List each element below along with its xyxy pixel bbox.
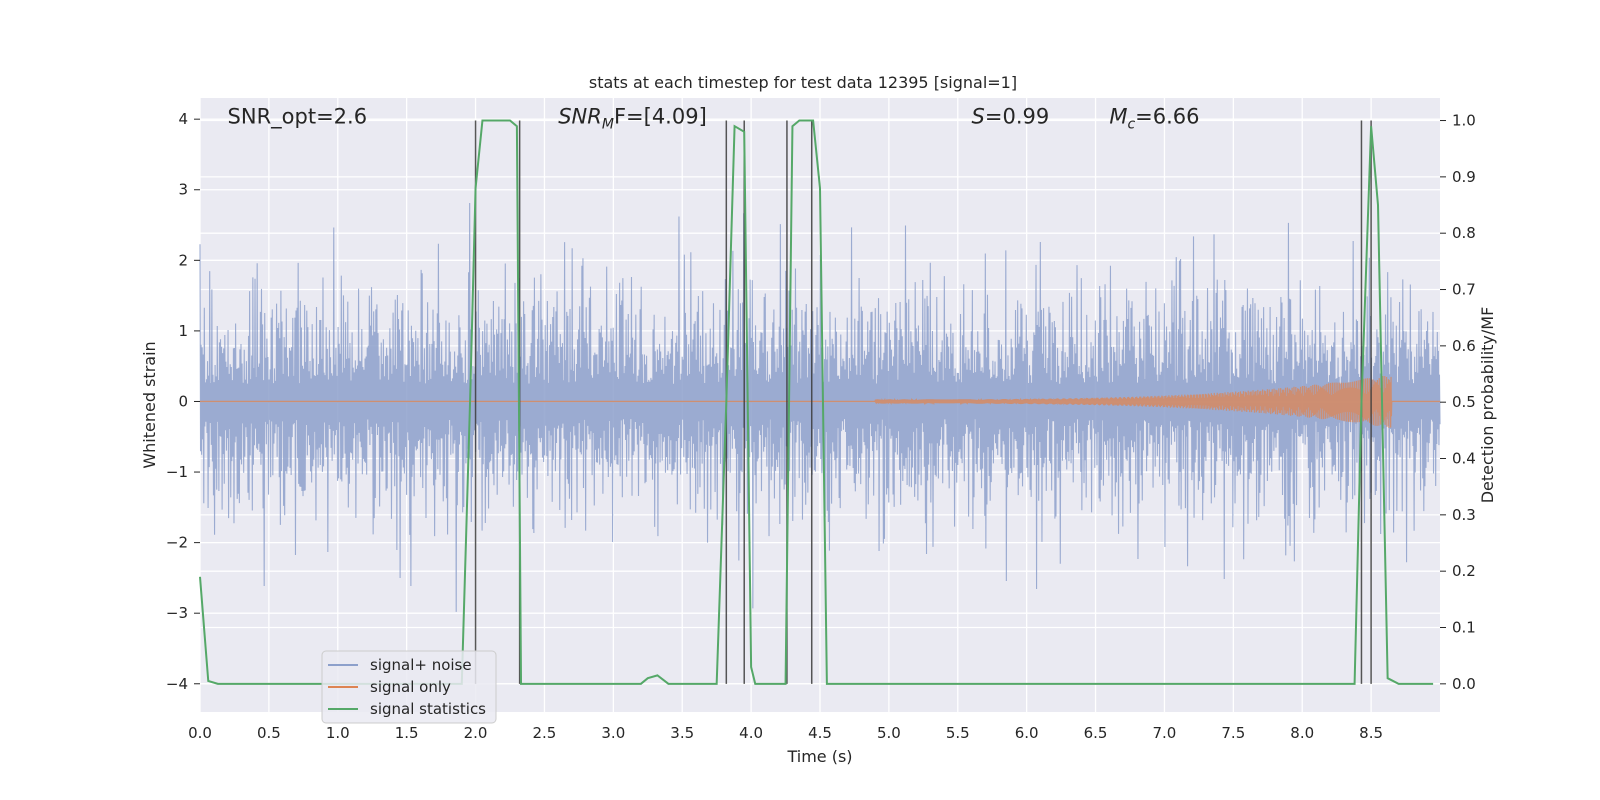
signal-only-line	[874, 375, 1393, 428]
y-left-tick-label: −1	[166, 463, 188, 481]
y-right-tick-label: 0.7	[1452, 281, 1476, 299]
legend: signal+ noise signal only signal statistic…	[321, 650, 497, 724]
signal-only-series	[200, 375, 1440, 428]
x-axis-label: Time (s)	[786, 747, 852, 766]
y-right-tick-label: 0.0	[1452, 675, 1476, 693]
y-right-tick-label: 0.4	[1452, 450, 1476, 468]
legend-entry-label: signal+ noise	[370, 656, 472, 674]
y-left-axis-label: Whitened strain	[140, 341, 159, 468]
x-tick-label: 1.0	[326, 724, 350, 742]
y-left-tick-label: 2	[178, 251, 188, 269]
signal-statistics-series	[199, 119, 1434, 685]
y-right-tick-label: 1.0	[1452, 112, 1476, 130]
x-axis-ticks: 0.0 0.5 1.0 1.5 2.0 2.5 3.0 3.5 4.0 4.5 5.0 5.5 6.0 6…	[188, 724, 1383, 742]
y-left-tick-label: −3	[166, 604, 188, 622]
y-left-tick-label: 4	[178, 110, 188, 128]
x-tick-label: 8.5	[1359, 724, 1383, 742]
x-tick-label: 7.5	[1221, 724, 1245, 742]
y-left-tick-label: 3	[178, 181, 188, 199]
x-tick-label: 0.0	[188, 724, 212, 742]
x-tick-label: 3.5	[670, 724, 694, 742]
y-right-tick-label: 0.9	[1452, 168, 1476, 186]
annotations: SNR_opt=2.6 SNRMF=[4.09] S=0.99 Mc=6.66	[228, 105, 1200, 133]
x-tick-label: 8.0	[1290, 724, 1314, 742]
annotation-text: S=0.99	[972, 105, 1050, 129]
y-left-tick-label: −4	[166, 675, 188, 693]
annotation-text: SNR_opt=2.6	[228, 105, 368, 130]
y-right-tick-label: 0.1	[1452, 619, 1476, 637]
y-right-tick-label: 0.5	[1452, 393, 1476, 411]
x-tick-label: 1.5	[395, 724, 419, 742]
y-left-tick-label: 1	[178, 322, 188, 340]
x-tick-label: 4.5	[808, 724, 832, 742]
annotation-text: SNRMF=[4.09]	[558, 105, 707, 133]
y-right-tick-label: 0.3	[1452, 506, 1476, 524]
x-tick-label: 6.5	[1084, 724, 1108, 742]
x-tick-label: 5.0	[877, 724, 901, 742]
x-tick-label: 5.5	[946, 724, 970, 742]
y-right-tick-label: 0.2	[1452, 562, 1476, 580]
signal-statistics-line	[199, 119, 1434, 685]
y-right-tick-label: 0.6	[1452, 337, 1476, 355]
x-tick-label: 3.0	[601, 724, 625, 742]
annotation-text: Mc=6.66	[1109, 105, 1199, 133]
y-right-axis-ticks: 1.0 0.9 0.8 0.7 0.6 0.5 0.4 0.3 0.2 0.1 0.0	[1440, 112, 1476, 693]
x-tick-label: 2.0	[464, 724, 488, 742]
x-tick-label: 7.0	[1153, 724, 1177, 742]
y-right-tick-label: 0.8	[1452, 224, 1476, 242]
x-tick-label: 6.0	[1015, 724, 1039, 742]
x-tick-label: 4.0	[739, 724, 763, 742]
chart-title: stats at each timestep for test data 123…	[589, 73, 1017, 92]
y-right-axis-label: Detection probability/MF	[1478, 307, 1497, 504]
y-left-tick-label: −2	[166, 534, 188, 552]
x-tick-label: 2.5	[533, 724, 557, 742]
y-left-axis-ticks: 4 3 2 1 0 −1 −2 −3 −4	[166, 110, 200, 693]
x-tick-label: 0.5	[257, 724, 281, 742]
y-left-tick-label: 0	[178, 392, 188, 410]
legend-entry-label: signal only	[370, 678, 451, 696]
legend-entry-label: signal statistics	[370, 700, 486, 718]
legend-box	[321, 650, 497, 724]
